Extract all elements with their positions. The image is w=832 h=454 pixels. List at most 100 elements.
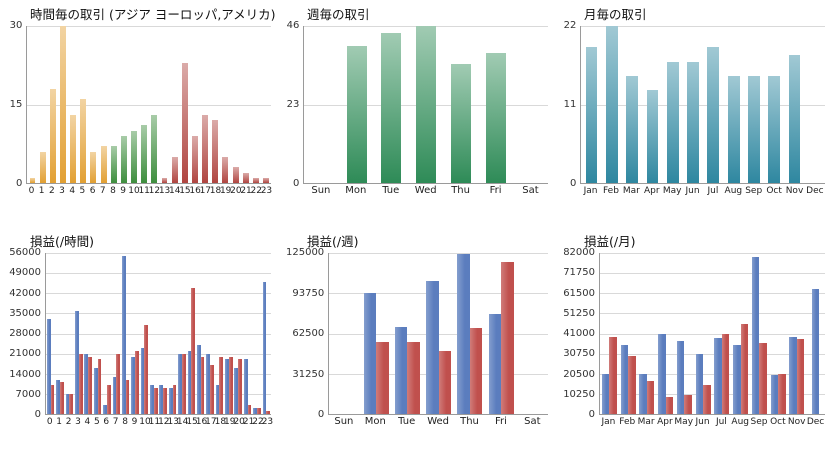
series-blue-bar xyxy=(620,345,629,414)
bar-group xyxy=(98,26,108,183)
series-red-bar xyxy=(116,353,121,414)
plot-area xyxy=(580,26,825,184)
bar xyxy=(232,167,239,183)
chart-hourly-pnl: 損益(/時間) 0 7000 14000 21000 28000 35000 42000 49… xyxy=(0,227,277,454)
bar xyxy=(748,75,760,183)
x-axis-label: 5 xyxy=(93,417,100,427)
bar-group xyxy=(46,253,55,414)
chart-title: 月毎の取引 xyxy=(584,7,647,22)
bar-group xyxy=(444,26,479,183)
bar-group xyxy=(187,253,196,414)
x-axis-label: 10 xyxy=(128,186,140,196)
y-axis-label: 41000 xyxy=(563,328,595,339)
series-red-bar xyxy=(609,337,617,414)
series-blue-bar xyxy=(75,310,79,414)
chart-title: 損益(/時間) xyxy=(30,234,94,249)
gridline xyxy=(600,313,825,315)
y-axis-label: 71750 xyxy=(563,267,595,279)
bar-group xyxy=(517,253,548,414)
bar-group xyxy=(177,253,186,414)
y-axis-label: 30750 xyxy=(563,348,595,360)
bar-group xyxy=(423,253,454,414)
series-red-bar xyxy=(778,373,786,414)
gridline xyxy=(600,293,825,295)
chart-title: 週毎の取引 xyxy=(307,7,370,22)
series-blue-bar xyxy=(639,373,647,414)
x-axis-label: 3 xyxy=(59,186,65,196)
bar xyxy=(626,75,639,183)
bar xyxy=(585,47,598,183)
bar-group xyxy=(486,253,517,414)
gridline xyxy=(27,26,271,27)
y-axis-label: 35000 xyxy=(9,307,41,319)
x-axis-label: Wed xyxy=(427,416,450,427)
x-axis-label: 9 xyxy=(120,186,127,196)
bar-group xyxy=(109,26,119,183)
x-axis-label: Jun xyxy=(695,417,710,427)
series-blue-bar xyxy=(394,327,408,414)
bar-group xyxy=(744,26,764,183)
x-axis-label: 11 xyxy=(148,417,161,427)
gridline xyxy=(27,104,271,106)
series-red-bar xyxy=(501,262,514,414)
y-axis-label: 7000 xyxy=(15,388,41,400)
series-red-bar xyxy=(88,356,92,414)
series-blue-bar xyxy=(46,319,51,414)
x-axis: 0 1 2 3 4 5 6 7 8 9 10 11 12 13 14 15 16 17 18 19 20 21 22 23 xyxy=(45,415,273,431)
series-blue-bar xyxy=(178,353,182,414)
y-axis-label: 30 xyxy=(9,20,23,31)
bar-group xyxy=(454,253,485,414)
bar xyxy=(666,61,679,183)
series-red-bar xyxy=(153,388,158,414)
bar xyxy=(485,53,506,183)
gridline xyxy=(600,273,825,275)
x-axis-label: 6 xyxy=(89,186,96,196)
bar-group xyxy=(304,26,339,183)
x-axis-label: 0 xyxy=(46,417,53,427)
y-axis-label: 51250 xyxy=(563,307,595,319)
bar-group xyxy=(784,26,804,183)
series-blue-bar xyxy=(253,408,257,414)
y-axis-label: 10250 xyxy=(563,388,595,400)
series-red-bar xyxy=(740,323,749,414)
bar xyxy=(646,90,659,183)
series-red-bar xyxy=(684,395,692,414)
gridline xyxy=(600,253,825,254)
bar-group xyxy=(38,26,48,183)
x-axis-label: 7 xyxy=(112,417,119,427)
bar-group xyxy=(750,253,769,414)
x-axis-label: Sep xyxy=(750,417,768,427)
y-axis-label: 23 xyxy=(286,99,300,110)
series-blue-bar xyxy=(65,393,70,414)
x-axis-label: 10 xyxy=(139,417,151,427)
bar xyxy=(131,130,137,183)
chart-body: 0 11 22 Jan Feb Mar Apr May Jun Jul Aug Sep Oct Nov D… xyxy=(558,21,825,200)
series-blue-bar xyxy=(206,353,211,414)
bar-group xyxy=(55,253,64,414)
bar-group xyxy=(638,253,657,414)
x-axis-label: Nov xyxy=(787,417,806,427)
bar-group xyxy=(675,253,694,414)
bar-group xyxy=(339,26,374,183)
y-axis-label: 14000 xyxy=(9,368,41,380)
series-blue-bar xyxy=(159,385,164,414)
bar-group xyxy=(806,253,825,414)
gridline xyxy=(46,373,271,375)
bar-group xyxy=(215,253,224,414)
bar-group xyxy=(694,253,713,414)
y-axis: 0 11 22 xyxy=(558,21,580,189)
x-axis-label: 20 xyxy=(233,417,245,427)
bar xyxy=(181,62,188,183)
series-red-bar xyxy=(228,356,233,414)
y-axis-label: 49000 xyxy=(9,267,41,279)
series-blue-bar xyxy=(811,289,820,414)
series-blue-bar xyxy=(695,353,704,414)
series-red-bar xyxy=(376,341,389,414)
x-axis-label: Aug xyxy=(724,186,743,196)
series-blue-bar xyxy=(488,313,502,414)
gridline xyxy=(46,313,271,315)
x-axis-label: 13 xyxy=(158,186,171,196)
y-axis-label: 0 xyxy=(570,178,577,189)
chart-body: 0 7000 14000 21000 28000 35000 42000 49000 56000… xyxy=(4,248,273,431)
x-axis-label: Sat xyxy=(522,185,539,196)
